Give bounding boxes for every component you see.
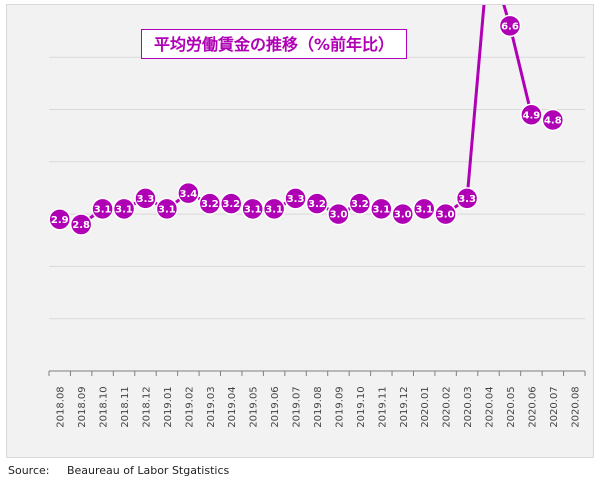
x-tick-label: 2018.08 — [56, 386, 67, 427]
chart-frame: 2018.08 2018.09 2018.10 2018.11 2018.12 2019.… — [6, 4, 594, 458]
data-label: 3.1 — [415, 204, 433, 215]
x-tick-label: 2020.04 — [485, 386, 496, 427]
data-point — [498, 14, 522, 38]
x-tick-label: 2018.12 — [141, 386, 152, 427]
data-label: 3.0 — [394, 210, 412, 221]
x-tick-label: 2019.05 — [249, 386, 260, 427]
data-label: 3.3 — [137, 194, 155, 205]
data-label: 4.8 — [544, 116, 562, 127]
data-label: 3.1 — [265, 204, 283, 215]
data-point — [455, 187, 479, 210]
data-label: 3.4 — [180, 189, 198, 200]
data-label: 3.1 — [115, 204, 133, 215]
x-tick-label: 2020.01 — [420, 386, 431, 427]
x-tick-label: 2019.09 — [334, 386, 345, 427]
data-label: 3.1 — [158, 204, 176, 215]
data-label: 4.9 — [523, 110, 541, 121]
chart-svg: 2018.08 2018.09 2018.10 2018.11 2018.12 2019.… — [48, 5, 586, 428]
data-point — [305, 192, 329, 215]
data-label: 2.9 — [51, 215, 69, 226]
x-tick-label: 2020.06 — [527, 386, 538, 427]
x-tick-label: 2020.05 — [506, 386, 517, 427]
data-label: 3.2 — [351, 199, 369, 210]
x-tick-label: 2020.08 — [570, 386, 581, 427]
x-tick-label: 2019.08 — [313, 386, 324, 427]
data-point — [48, 208, 71, 231]
data-point — [134, 187, 157, 210]
data-label: 3.1 — [372, 204, 390, 215]
x-tick-label: 2019.11 — [377, 386, 388, 427]
data-label: 3.0 — [330, 210, 348, 221]
data-label: 3.3 — [287, 194, 305, 205]
x-tick-label: 2018.09 — [77, 386, 88, 427]
x-tick-label: 2019.03 — [206, 386, 217, 427]
x-tick-label: 2019.10 — [356, 386, 367, 427]
data-label: 3.2 — [222, 199, 240, 210]
data-point — [348, 192, 372, 215]
data-label: 3.0 — [437, 210, 455, 221]
x-tick-label: 2020.02 — [442, 386, 453, 427]
data-label: 3.1 — [244, 204, 262, 215]
data-label: 3.3 — [458, 194, 476, 205]
x-tick-label: 2019.04 — [227, 386, 238, 427]
data-point — [327, 202, 350, 226]
data-point — [412, 197, 436, 221]
data-point — [219, 192, 243, 215]
data-point — [177, 181, 200, 205]
data-point — [541, 108, 565, 132]
x-tick-label: 2018.10 — [99, 386, 110, 427]
x-tick-label: 2019.07 — [292, 386, 303, 427]
data-label: 3.1 — [94, 204, 112, 215]
data-point — [112, 197, 136, 221]
data-point — [520, 103, 543, 126]
x-tick-label: 2018.11 — [120, 386, 131, 427]
data-label: 6.6 — [501, 21, 519, 32]
source-note: Source: Beaureau of Labor Stgatistics — [8, 464, 230, 477]
x-tick-label: 2019.06 — [270, 386, 281, 427]
data-label: 3.2 — [201, 199, 219, 210]
x-tick-label: 2020.07 — [549, 386, 560, 427]
data-label: 3.2 — [308, 199, 326, 210]
data-point — [262, 197, 286, 221]
x-tick-label: 2020.03 — [463, 386, 474, 427]
data-point — [155, 197, 179, 221]
x-tick-label: 2019.12 — [399, 386, 410, 427]
data-label: 2.8 — [72, 220, 90, 231]
chart-title: 平均労働賃金の推移（%前年比） — [141, 29, 408, 59]
x-tick-label: 2019.01 — [163, 386, 174, 427]
x-tick-label: 2019.02 — [184, 386, 195, 427]
data-point — [434, 202, 457, 226]
data-point — [391, 202, 415, 226]
data-point — [69, 213, 93, 236]
data-point — [370, 197, 393, 221]
data-point — [284, 187, 307, 210]
